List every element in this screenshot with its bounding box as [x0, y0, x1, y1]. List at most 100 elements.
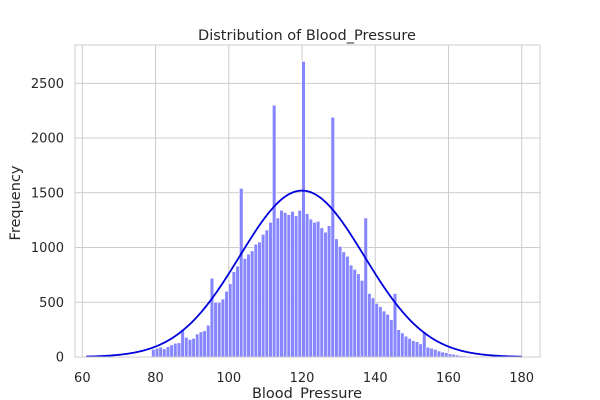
histogram-bars: [151, 61, 471, 358]
histogram-bar: [228, 283, 233, 358]
histogram-bar: [176, 342, 182, 358]
chart-title: Distribution of Blood_Pressure: [198, 28, 416, 44]
histogram-bar: [187, 339, 193, 358]
x-tick-label: 140: [363, 371, 388, 386]
histogram-bar: [206, 324, 211, 358]
histogram-bar: [374, 303, 379, 358]
histogram-bar: [154, 347, 160, 358]
histogram-bar: [422, 331, 427, 358]
histogram-bar: [433, 349, 438, 358]
x-tick-label: 80: [147, 371, 164, 386]
histogram-bar: [297, 210, 302, 358]
histogram-bar: [261, 234, 266, 358]
y-tick-label: 500: [39, 296, 64, 311]
histogram-bar: [348, 264, 354, 358]
histogram-bar: [213, 301, 218, 358]
histogram-bar: [195, 333, 200, 358]
histogram-bar: [283, 212, 288, 358]
x-tick-labels: 60 80 100 120 140 160 180: [74, 371, 534, 386]
histogram-bar: [337, 246, 343, 358]
histogram-bar: [180, 329, 185, 358]
histogram-bar: [235, 265, 240, 358]
histogram-bar: [367, 293, 372, 358]
histogram-bar: [173, 343, 178, 358]
histogram-bar: [253, 243, 259, 358]
histogram-bar: [312, 222, 317, 358]
x-axis-label: Blood_Pressure: [252, 386, 362, 400]
histogram-bar: [217, 301, 222, 358]
y-tick-label: 0: [56, 351, 64, 366]
histogram-bar: [250, 250, 255, 358]
histogram-bar: [323, 231, 328, 358]
histogram-bar: [414, 341, 420, 358]
histogram-bar: [407, 338, 412, 358]
histogram-bar: [158, 346, 163, 358]
x-tick-label: 120: [290, 371, 315, 386]
histogram-bar: [294, 215, 299, 358]
histogram-bar: [403, 335, 409, 358]
histogram-bar: [151, 349, 156, 358]
plot-frame: [74, 44, 541, 358]
histogram-bar: [400, 332, 405, 358]
histogram-bar: [209, 277, 215, 358]
histogram-bar: [239, 188, 244, 358]
histogram-bar: [429, 347, 434, 358]
histogram-bar: [345, 255, 350, 358]
histogram-bar: [308, 218, 313, 358]
histogram-bar: [224, 291, 229, 358]
histogram-bar: [275, 217, 280, 358]
histogram-bar: [319, 227, 324, 358]
y-tick-labels: 0 500 1000 1500 2000 2500: [31, 77, 64, 366]
histogram-bar: [242, 258, 248, 358]
histogram-bar: [444, 352, 449, 358]
y-tick-label: 1500: [31, 186, 64, 201]
histogram-bar: [411, 340, 416, 358]
x-tick-label: 60: [74, 371, 91, 386]
histogram-bar: [279, 210, 284, 358]
y-tick-label: 2000: [31, 132, 64, 147]
histogram-bar: [264, 229, 269, 358]
histogram-bar: [378, 306, 383, 358]
histogram-bar: [305, 213, 310, 358]
histogram-bar: [341, 251, 346, 358]
histogram-bar: [169, 344, 174, 358]
y-axis-label: Frequency: [8, 165, 24, 240]
histogram-bar: [290, 211, 295, 358]
y-tick-label: 2500: [31, 77, 64, 92]
histogram-bar: [359, 280, 365, 358]
histogram-bar: [246, 253, 251, 358]
histogram-bar: [286, 214, 291, 358]
histogram-bar: [363, 217, 368, 358]
histogram-bar: [356, 273, 361, 358]
histogram-bar: [184, 336, 189, 358]
histogram-bar: [370, 297, 376, 358]
histogram-bar: [191, 338, 196, 358]
y-tick-label: 1000: [31, 241, 64, 256]
histogram-bar: [162, 348, 167, 358]
histogram-bar: [334, 238, 339, 358]
histogram-bar: [198, 331, 204, 358]
x-tick-label: 160: [436, 371, 461, 386]
histogram-bar: [257, 241, 262, 358]
histogram-bar: [389, 319, 394, 358]
histogram-bar: [202, 330, 207, 358]
histogram-bar: [440, 351, 445, 358]
histogram-bar: [330, 116, 335, 358]
histogram-bar: [268, 222, 273, 358]
histogram-bar: [220, 298, 226, 358]
histogram-bar: [418, 343, 423, 358]
histogram-bar: [231, 271, 237, 358]
histogram-bar: [165, 346, 171, 358]
x-tick-label: 180: [509, 371, 534, 386]
kde-curve: [85, 189, 522, 358]
histogram-bar: [315, 220, 321, 358]
x-tick-label: 100: [216, 371, 241, 386]
histogram-bar: [326, 225, 332, 358]
histogram-bar: [396, 329, 401, 358]
histogram-bar: [352, 269, 357, 358]
histogram-bar: [425, 346, 431, 358]
histogram-bar: [381, 310, 387, 358]
histogram-bar: [301, 61, 306, 358]
histogram-bar: [272, 104, 277, 358]
